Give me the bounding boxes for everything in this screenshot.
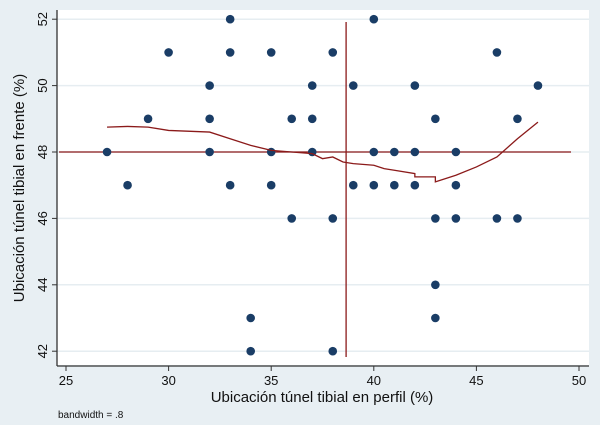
data-point: [431, 114, 440, 124]
data-point: [513, 114, 522, 124]
data-point: [390, 180, 399, 190]
data-point: [225, 14, 235, 24]
data-point: [307, 81, 317, 90]
y-tick-label: 44: [35, 278, 50, 292]
data-point: [348, 81, 358, 90]
y-tick-label: 42: [35, 344, 50, 358]
data-point: [369, 14, 379, 24]
data-point: [431, 313, 440, 323]
data-point: [431, 280, 440, 290]
lowess-line: [107, 121, 539, 183]
data-point: [451, 214, 461, 223]
x-tick-label: 30: [161, 373, 175, 388]
y-axis-title: Ubicación túnel tibial en frente (%): [11, 74, 28, 302]
data-point: [328, 48, 338, 57]
data-point: [102, 147, 112, 157]
data-point: [492, 48, 502, 57]
data-point: [164, 48, 173, 57]
data-point: [451, 180, 461, 190]
data-point: [328, 346, 338, 356]
data-point: [143, 114, 153, 124]
data-point: [287, 114, 297, 124]
data-point: [246, 346, 255, 356]
x-tick-label: 50: [572, 373, 586, 388]
x-tick-label: 25: [59, 373, 73, 388]
data-point: [205, 114, 214, 124]
bandwidth-note: bandwidth = .8: [58, 410, 124, 421]
data-point: [533, 81, 543, 90]
x-axis-title: Ubicación túnel tibial en perfil (%): [211, 389, 434, 406]
y-tick-label: 46: [35, 211, 50, 225]
plot-area: [57, 10, 589, 365]
x-tick-label: 40: [367, 373, 381, 388]
y-tick-label: 52: [35, 12, 50, 26]
data-point: [492, 214, 502, 223]
data-point: [431, 214, 440, 223]
data-point: [123, 180, 132, 190]
data-point: [369, 180, 379, 190]
data-point: [266, 180, 276, 190]
x-tick-label: 35: [264, 373, 278, 388]
data-point: [451, 147, 461, 157]
data-point: [225, 48, 235, 57]
data-point: [410, 81, 420, 90]
data-point: [205, 81, 214, 90]
data-point: [410, 147, 420, 157]
y-tick-label: 48: [35, 145, 50, 159]
data-point: [287, 214, 297, 223]
data-point: [390, 147, 399, 157]
data-point: [410, 180, 420, 190]
data-point: [307, 114, 317, 124]
data-point: [328, 214, 338, 223]
data-point: [513, 214, 522, 223]
x-tick-label: 45: [469, 373, 483, 388]
data-point: [246, 313, 255, 323]
data-point: [266, 48, 276, 57]
data-point: [205, 147, 214, 157]
y-tick-label: 50: [35, 78, 50, 92]
data-point: [348, 180, 358, 190]
data-point: [225, 180, 235, 190]
data-point: [369, 147, 379, 157]
